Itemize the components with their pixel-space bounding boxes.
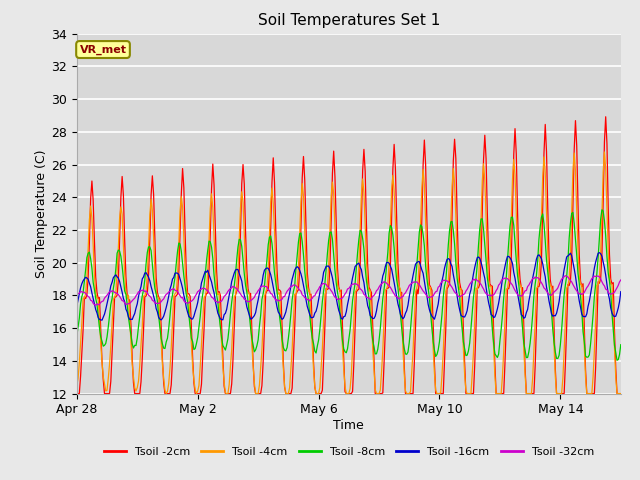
Tsoil -2cm [617, 391, 625, 396]
Tsoil -8cm [510, 223, 518, 228]
Tsoil -4cm [99, 374, 107, 380]
Tsoil -32cm [561, 273, 569, 278]
Tsoil -8cm [613, 358, 621, 363]
Tsoil -4cm [396, 283, 403, 289]
Tsoil -8cm [389, 232, 397, 238]
Tsoil -2cm [99, 377, 107, 383]
Tsoil -16cm [511, 276, 519, 281]
Line: Tsoil -4cm: Tsoil -4cm [77, 152, 621, 394]
Tsoil -8cm [122, 291, 130, 297]
Tsoil -32cm [73, 292, 81, 298]
Tsoil -8cm [202, 272, 209, 277]
Tsoil -2cm [394, 260, 402, 266]
Tsoil -16cm [396, 306, 403, 312]
Tsoil -32cm [390, 291, 398, 297]
Tsoil -2cm [202, 294, 209, 300]
X-axis label: Time: Time [333, 419, 364, 432]
Y-axis label: Soil Temperature (C): Soil Temperature (C) [35, 149, 49, 278]
Tsoil -32cm [203, 287, 211, 293]
Tsoil -32cm [396, 296, 403, 302]
Tsoil -32cm [92, 302, 100, 308]
Tsoil -16cm [73, 303, 81, 309]
Tsoil -8cm [394, 285, 402, 290]
Tsoil -2cm [389, 166, 397, 172]
Tsoil -16cm [596, 250, 604, 255]
Line: Tsoil -32cm: Tsoil -32cm [77, 276, 621, 305]
Tsoil -4cm [122, 288, 130, 294]
Tsoil -16cm [617, 289, 625, 295]
Tsoil -16cm [124, 309, 131, 315]
Text: VR_met: VR_met [79, 44, 127, 55]
Tsoil -2cm [510, 152, 518, 157]
Tsoil -16cm [100, 311, 108, 317]
Tsoil -32cm [511, 288, 519, 293]
Tsoil -16cm [98, 317, 106, 323]
Tsoil -8cm [617, 342, 625, 348]
Legend: Tsoil -2cm, Tsoil -4cm, Tsoil -8cm, Tsoil -16cm, Tsoil -32cm: Tsoil -2cm, Tsoil -4cm, Tsoil -8cm, Tsoi… [99, 443, 598, 461]
Tsoil -4cm [163, 391, 170, 396]
Tsoil -4cm [617, 391, 625, 396]
Tsoil -4cm [600, 149, 608, 155]
Tsoil -32cm [124, 301, 131, 307]
Tsoil -8cm [598, 207, 605, 213]
Tsoil -32cm [100, 295, 108, 301]
Line: Tsoil -2cm: Tsoil -2cm [77, 117, 621, 394]
Line: Tsoil -8cm: Tsoil -8cm [77, 210, 621, 360]
Tsoil -4cm [203, 287, 211, 293]
Tsoil -16cm [203, 269, 211, 275]
Tsoil -4cm [390, 189, 398, 194]
Tsoil -2cm [122, 274, 130, 280]
Tsoil -2cm [73, 391, 81, 396]
Title: Soil Temperatures Set 1: Soil Temperatures Set 1 [258, 13, 440, 28]
Tsoil -8cm [99, 343, 107, 349]
Tsoil -2cm [602, 114, 609, 120]
Tsoil -16cm [390, 280, 398, 286]
Tsoil -8cm [73, 333, 81, 339]
Tsoil -32cm [617, 277, 625, 283]
Line: Tsoil -16cm: Tsoil -16cm [77, 252, 621, 320]
Tsoil -4cm [511, 172, 519, 178]
Tsoil -4cm [73, 383, 81, 388]
